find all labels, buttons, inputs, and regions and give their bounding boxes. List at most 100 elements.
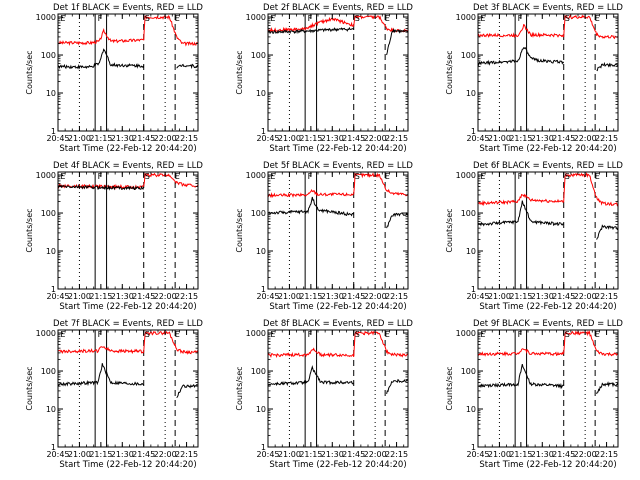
x-tick-label: 21:45 (552, 450, 575, 459)
event-marker-label: S (355, 14, 360, 23)
x-tick-label: 21:15 (509, 134, 532, 143)
y-tick-label: 1 (261, 443, 266, 452)
plot-frame (267, 13, 409, 132)
y-tick-label: 100 (251, 209, 266, 218)
x-axis-label: Start Time (22-Feb-12 20:44:20) (269, 460, 406, 470)
y-tick-label: 10 (46, 247, 56, 256)
plot-frame (57, 329, 199, 448)
x-tick-label: 22:15 (175, 292, 198, 301)
y-tick-label: 1 (471, 127, 476, 136)
x-axis-label: Start Time (22-Feb-12 20:44:20) (59, 144, 196, 154)
x-tick-label: 21:00 (68, 292, 91, 301)
x-tick-label: 21:45 (552, 292, 575, 301)
x-tick-label: 22:00 (364, 292, 387, 301)
plot-frame (477, 13, 619, 132)
y-tick-label: 100 (461, 367, 476, 376)
x-tick-label: 21:45 (132, 450, 155, 459)
x-tick-label: 21:45 (132, 134, 155, 143)
y-axis-label: Counts/sec (445, 366, 454, 410)
series-line-events (57, 183, 145, 191)
series-line-lld (267, 172, 409, 199)
event-marker-label: F (518, 14, 523, 23)
x-tick-label: 21:15 (299, 134, 322, 143)
x-axis-label: Start Time (22-Feb-12 20:44:20) (479, 302, 616, 312)
x-tick-label: 21:30 (111, 134, 134, 143)
x-tick-label: 22:00 (154, 134, 177, 143)
y-tick-label: 1000 (456, 329, 476, 338)
x-tick-label: 21:00 (488, 134, 511, 143)
x-tick-label: 21:00 (278, 134, 301, 143)
x-axis-label: Start Time (22-Feb-12 20:44:20) (479, 460, 616, 470)
x-tick-label: 21:30 (321, 292, 344, 301)
x-tick-label: 21:30 (321, 134, 344, 143)
x-tick-label: 21:45 (342, 134, 365, 143)
y-tick-label: 1000 (246, 171, 266, 180)
y-axis-label: Counts/sec (445, 208, 454, 252)
series-line-lld (478, 172, 619, 207)
x-axis-label: Start Time (22-Feb-12 20:44:20) (479, 144, 616, 154)
plot-frame (57, 13, 199, 132)
x-tick-label: 21:15 (89, 134, 112, 143)
y-tick-label: 1000 (36, 171, 56, 180)
event-marker-label: E (480, 14, 485, 23)
chart-title: Det 4f BLACK = Events, RED = LLD (53, 161, 203, 171)
x-tick-label: 20:45 (256, 450, 279, 459)
x-tick-label: 20:45 (256, 292, 279, 301)
event-marker-label: S (145, 330, 150, 339)
event-marker-label: E (175, 14, 180, 23)
x-tick-label: 22:00 (574, 134, 597, 143)
series-line-lld (267, 14, 409, 33)
event-marker-label: E (595, 14, 600, 23)
event-marker-label: S (355, 330, 360, 339)
x-tick-label: 20:45 (466, 450, 489, 459)
event-marker-label: E (175, 172, 180, 181)
y-tick-label: 10 (46, 405, 56, 414)
series-line-lld (477, 330, 619, 357)
y-tick-label: 100 (461, 209, 476, 218)
x-tick-label: 21:30 (111, 292, 134, 301)
chart-title: Det 9f BLACK = Events, RED = LLD (473, 319, 623, 329)
x-tick-label: 22:15 (595, 292, 618, 301)
event-marker-label: F (98, 330, 103, 339)
series-line-lld (57, 14, 198, 47)
series-line-events (267, 26, 409, 56)
event-marker-label: E (595, 330, 600, 339)
y-axis-label: Counts/sec (445, 50, 454, 94)
y-tick-label: 10 (256, 405, 266, 414)
y-tick-label: 1000 (246, 329, 266, 338)
x-tick-label: 20:45 (46, 292, 69, 301)
x-tick-label: 22:00 (364, 134, 387, 143)
y-tick-label: 1000 (246, 13, 266, 22)
y-tick-label: 10 (466, 405, 476, 414)
event-marker-label: E (60, 172, 65, 181)
x-tick-label: 22:00 (154, 292, 177, 301)
event-marker-label: F (518, 330, 523, 339)
x-tick-label: 22:00 (364, 450, 387, 459)
event-marker-label: E (175, 330, 180, 339)
x-axis-label: Start Time (22-Feb-12 20:44:20) (59, 460, 196, 470)
x-tick-label: 22:15 (175, 134, 198, 143)
x-axis-label: Start Time (22-Feb-12 20:44:20) (269, 302, 406, 312)
series-line-events (267, 364, 409, 395)
x-tick-label: 21:45 (342, 292, 365, 301)
y-tick-label: 1 (51, 285, 56, 294)
x-axis-label: Start Time (22-Feb-12 20:44:20) (59, 302, 196, 312)
event-marker-label: F (308, 14, 313, 23)
plot-frame (267, 329, 409, 448)
event-marker-label: E (385, 14, 390, 23)
x-tick-label: 21:00 (278, 450, 301, 459)
y-tick-label: 100 (41, 51, 56, 60)
event-marker-label: F (98, 14, 103, 23)
x-tick-label: 22:00 (154, 450, 177, 459)
x-tick-label: 21:15 (89, 450, 112, 459)
event-marker-label: E (270, 330, 275, 339)
x-tick-label: 21:00 (68, 134, 91, 143)
x-tick-label: 21:00 (68, 450, 91, 459)
y-axis-label: Counts/sec (25, 208, 34, 252)
